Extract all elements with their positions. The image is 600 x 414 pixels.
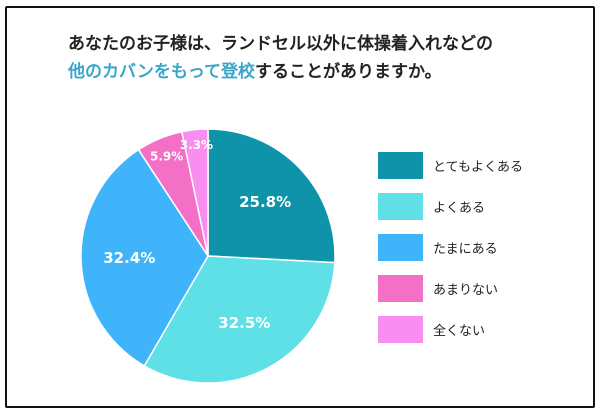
pie-slice xyxy=(80,148,209,367)
legend-label: とてもよくある xyxy=(433,159,523,175)
legend-swatch xyxy=(378,274,423,302)
pie-slice xyxy=(143,255,336,384)
legend-label: たまにある xyxy=(433,241,498,257)
legend-label: あまりない xyxy=(433,282,499,298)
legend-item: たまにある xyxy=(378,233,523,261)
pie-slice xyxy=(180,128,209,257)
legend-label: よくある xyxy=(433,200,486,216)
legend-swatch xyxy=(378,315,423,343)
legend-item: あまりない xyxy=(378,274,523,302)
chart-title: あなたのお子様は、ランドセル以外に体操着入れなどの 他のカバンをもって登校するこ… xyxy=(68,30,568,86)
legend-item: とてもよくある xyxy=(378,151,523,179)
title-line-2: 他のカバンをもって登校することがありますか。 xyxy=(68,58,568,86)
slice-label: 32.4% xyxy=(103,249,155,267)
legend: とてもよくある よくあるたまにあるあまりない全くない xyxy=(378,151,523,356)
title-line-2-rest: することがありますか。 xyxy=(255,62,442,82)
slice-label: 32.5% xyxy=(218,314,270,332)
legend-swatch xyxy=(378,151,423,179)
legend-item: 全くない xyxy=(378,315,523,343)
slice-label: 25.8% xyxy=(239,193,291,211)
slice-label: 3.3% xyxy=(180,138,213,152)
legend-swatch xyxy=(378,233,423,261)
title-line-1: あなたのお子様は、ランドセル以外に体操着入れなどの xyxy=(68,34,493,54)
pie-slice xyxy=(207,128,336,264)
title-highlight: 他のカバンをもって登校 xyxy=(68,62,255,82)
legend-swatch xyxy=(378,192,423,220)
legend-label: 全くない xyxy=(433,323,486,339)
legend-item: よくある xyxy=(378,192,523,220)
slice-label: 5.9% xyxy=(150,149,183,163)
